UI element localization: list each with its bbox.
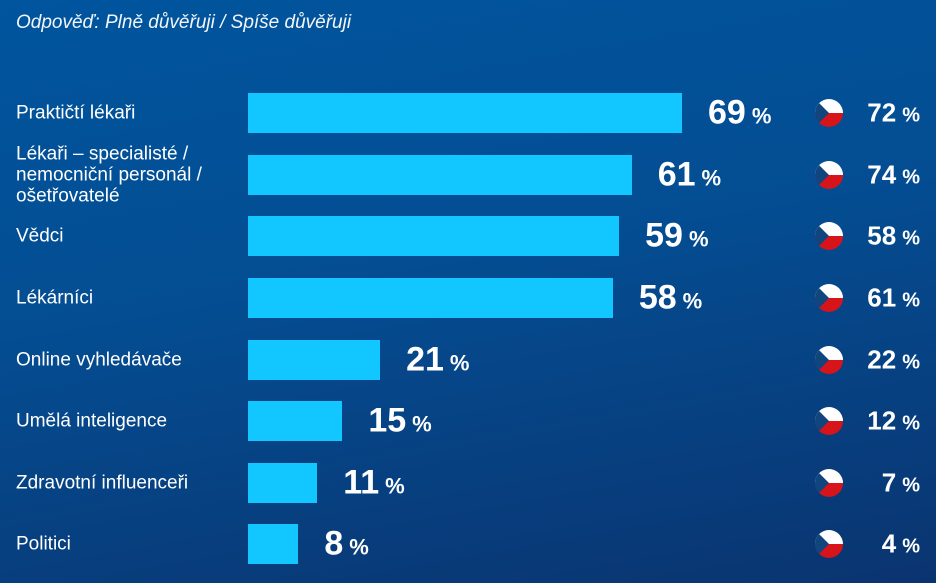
czech-value-label: 22%	[867, 344, 920, 375]
bar	[248, 155, 632, 195]
category-label: Vědci	[16, 225, 64, 247]
value-label: 69%	[708, 93, 772, 132]
chart-subtitle: Odpověď: Plně důvěřuji / Spíše důvěřuji	[16, 12, 352, 33]
czech-value-label: 7%	[881, 467, 920, 498]
czech-value-label: 4%	[881, 528, 920, 559]
czech-flag-icon	[815, 99, 843, 127]
chart-row: Lékárníci 58% 61%	[0, 278, 936, 318]
czech-value-label: 12%	[867, 405, 920, 436]
czech-flag-icon	[815, 407, 843, 435]
bar	[248, 278, 613, 318]
chart-row: Vědci 59% 58%	[0, 216, 936, 256]
bar	[248, 216, 620, 256]
value-label: 59%	[645, 216, 709, 255]
chart-row: Praktičtí lékaři 69% 72%	[0, 93, 936, 133]
chart-row: Politici 8% 4%	[0, 524, 936, 564]
value-label: 11%	[343, 463, 405, 502]
value-label: 21%	[406, 340, 470, 379]
czech-value-label: 61%	[867, 282, 920, 313]
bar	[248, 401, 343, 441]
czech-flag-icon	[815, 469, 843, 497]
czech-flag-icon	[815, 161, 843, 189]
chart-row: Umělá inteligence 15% 12%	[0, 401, 936, 441]
category-label: Online vyhledávače	[16, 349, 182, 371]
category-label: Umělá inteligence	[16, 410, 168, 432]
chart-row: Lékaři – specialisté / nemocniční person…	[0, 144, 936, 207]
category-label: Praktičtí lékaři	[16, 102, 136, 124]
czech-flag-icon	[815, 284, 843, 312]
czech-value-label: 74%	[867, 159, 920, 190]
value-label: 15%	[368, 401, 432, 440]
value-label: 58%	[638, 278, 703, 317]
czech-flag-icon	[815, 530, 843, 558]
czech-value-label: 58%	[867, 220, 920, 251]
category-label: Politici	[16, 533, 71, 555]
bar	[248, 524, 299, 564]
category-label: Lékaři – specialisté / nemocniční person…	[16, 143, 202, 207]
chart-row: Zdravotní influenceři 11% 7%	[0, 463, 936, 503]
bar	[248, 93, 682, 133]
bar	[248, 463, 318, 503]
czech-flag-icon	[815, 222, 843, 250]
value-label: 8%	[324, 524, 369, 563]
czech-flag-icon	[815, 346, 843, 374]
chart-row: Online vyhledávače 21% 22%	[0, 340, 936, 380]
value-label: 61%	[657, 155, 722, 194]
czech-value-label: 72%	[867, 97, 920, 128]
category-label: Zdravotní influenceři	[16, 472, 189, 494]
category-label: Lékárníci	[16, 287, 94, 309]
bar	[248, 340, 381, 380]
